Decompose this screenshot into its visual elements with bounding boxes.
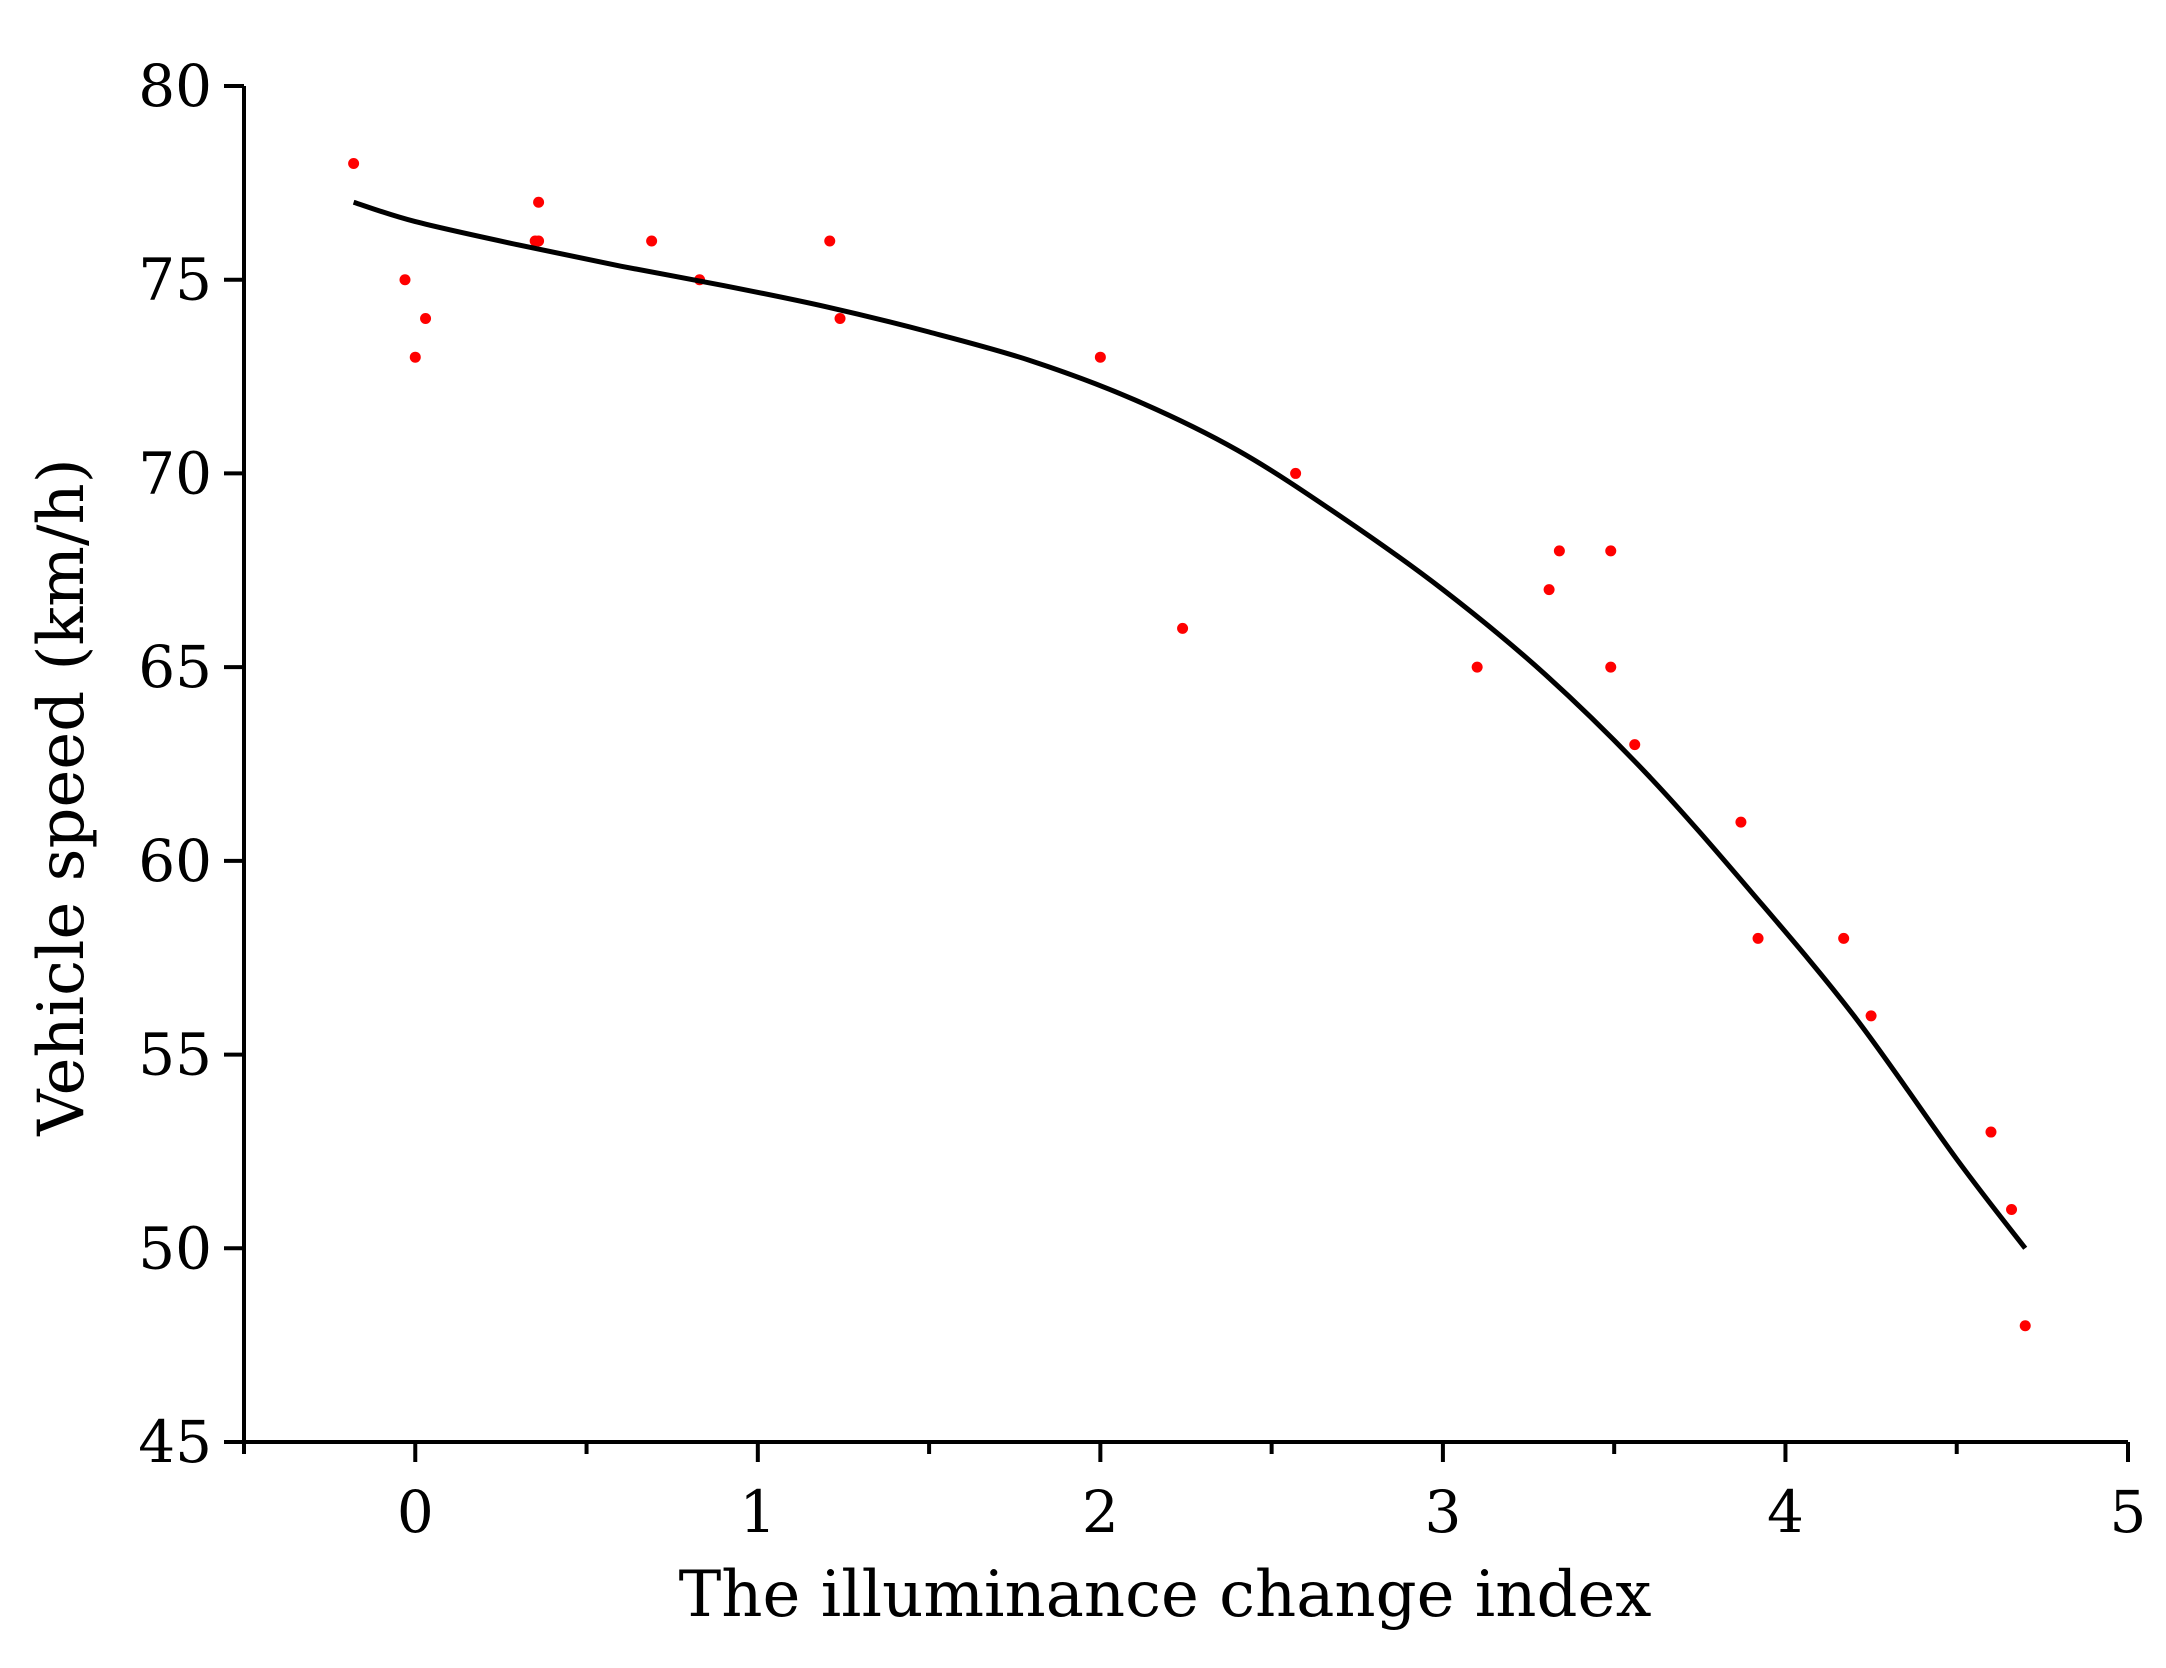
x-tick-label: 3 bbox=[1424, 1478, 1461, 1546]
x-tick-label: 4 bbox=[1767, 1478, 1804, 1546]
y-tick-label: 50 bbox=[138, 1214, 212, 1282]
data-point bbox=[1838, 932, 1850, 944]
data-point bbox=[1290, 467, 1302, 479]
data-point bbox=[1629, 739, 1641, 751]
x-axis-title: The illuminance change index bbox=[679, 1558, 1652, 1632]
data-point bbox=[1605, 661, 1617, 673]
fit-curve bbox=[352, 199, 2028, 1250]
data-point bbox=[1735, 816, 1747, 828]
data-point bbox=[1553, 545, 1565, 557]
x-tick-label: 5 bbox=[2110, 1478, 2147, 1546]
data-point bbox=[1605, 545, 1617, 557]
data-point bbox=[646, 235, 658, 247]
data-point bbox=[1177, 622, 1189, 634]
data-point bbox=[2006, 1204, 2018, 1216]
data-point bbox=[533, 235, 545, 247]
y-tick-label: 75 bbox=[138, 246, 212, 314]
data-point bbox=[1471, 661, 1483, 673]
data-point bbox=[533, 196, 545, 208]
y-tick-label: 80 bbox=[138, 52, 212, 120]
y-tick-label: 45 bbox=[138, 1408, 212, 1476]
data-point bbox=[1985, 1126, 1997, 1138]
data-point bbox=[1752, 932, 1764, 944]
fit-curve-group bbox=[352, 199, 2028, 1250]
y-tick-label: 65 bbox=[138, 633, 212, 701]
x-tick-label: 0 bbox=[397, 1478, 434, 1546]
data-point bbox=[1865, 1010, 1877, 1022]
data-point bbox=[409, 351, 421, 363]
data-point bbox=[824, 235, 836, 247]
y-axis-title: Vehicle speed (km/h) bbox=[25, 458, 99, 1137]
y-tick-label: 70 bbox=[138, 439, 212, 507]
x-tick-label: 2 bbox=[1082, 1478, 1119, 1546]
data-point bbox=[1094, 351, 1106, 363]
data-point bbox=[399, 274, 411, 286]
x-tick-label: 1 bbox=[739, 1478, 776, 1546]
axes bbox=[242, 86, 2128, 1444]
scatter-points bbox=[348, 157, 2031, 1332]
y-tick-label: 55 bbox=[138, 1021, 212, 1089]
data-point bbox=[2019, 1320, 2031, 1332]
data-point bbox=[420, 312, 432, 324]
data-point bbox=[348, 157, 360, 169]
y-tick-label: 60 bbox=[138, 827, 212, 895]
data-point bbox=[1543, 584, 1555, 596]
data-point bbox=[834, 312, 846, 324]
